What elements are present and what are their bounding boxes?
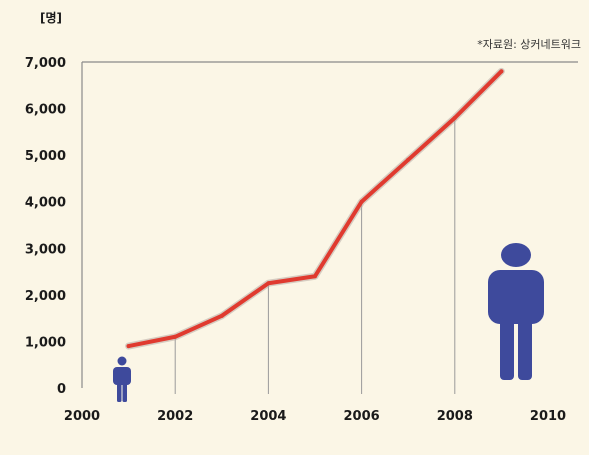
data-point [126,344,131,349]
x-tick-label: 2000 [64,409,100,424]
data-point [499,69,504,74]
y-unit-label: [명] [40,11,62,25]
y-axis-ticks: 0 1,000 2,000 3,000 4,000 5,000 6,000 7,000 [25,56,66,397]
source-note: *자료원: 상커네트워크 [477,38,581,51]
data-point [406,157,411,162]
x-tick-label: 2008 [437,409,473,424]
y-tick-label: 4,000 [25,196,66,211]
series-line-shadow [125,67,505,350]
y-tick-label: 5,000 [25,149,66,164]
y-tick-label: 7,000 [25,56,66,71]
large-person-icon [488,243,544,380]
y-tick-label: 0 [57,382,66,397]
drop-lines [174,117,456,394]
x-tick-label: 2010 [530,409,566,424]
series-line [126,69,504,349]
data-point [359,199,364,204]
data-point [266,281,271,286]
x-axis-ticks: 2000 2002 2004 2006 2008 2010 [64,409,566,424]
data-point [313,274,317,279]
x-tick-label: 2002 [157,409,193,424]
y-tick-label: 1,000 [25,335,66,350]
x-tick-label: 2006 [344,409,380,424]
small-person-icon [113,356,131,402]
y-tick-label: 3,000 [25,242,66,257]
y-tick-label: 6,000 [25,103,66,118]
data-point [452,115,457,120]
data-point [173,334,178,339]
series-group [125,67,505,350]
y-tick-label: 2,000 [25,289,66,304]
x-tick-label: 2004 [250,409,286,424]
data-point [219,313,224,318]
